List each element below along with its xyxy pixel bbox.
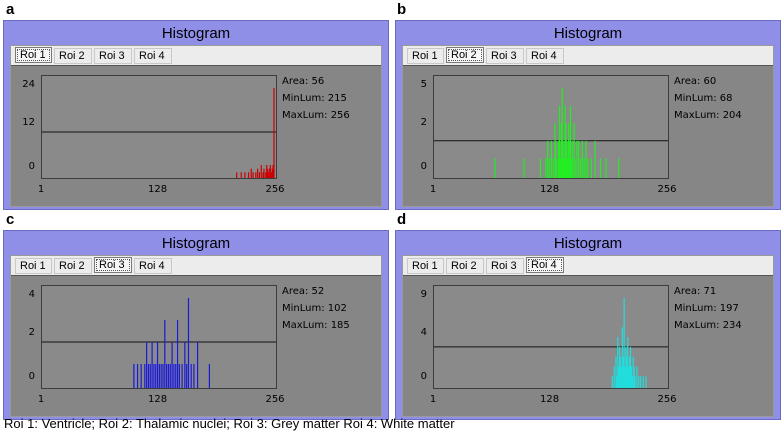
panel-letter-c: c bbox=[6, 211, 15, 228]
stat-maxlum: MaxLum: 204 bbox=[674, 110, 742, 121]
histogram-svg bbox=[434, 88, 668, 178]
histogram-plot bbox=[41, 75, 277, 179]
y-tick-label: 12 bbox=[22, 117, 35, 128]
histogram-content: 24 12 0 1 128 256 Area: 56 MinLum: 215 MaxLum: 2… bbox=[11, 65, 381, 206]
x-tick-label: 256 bbox=[265, 394, 285, 405]
tab-roi-2[interactable]: Roi 2 bbox=[54, 48, 92, 64]
histogram-content: 4 2 0 1 128 256 Area: 52 MinLum: 102 MaxLum: 185 bbox=[11, 275, 381, 416]
tab-roi-1[interactable]: Roi 1 bbox=[15, 47, 52, 63]
histogram-svg bbox=[434, 298, 668, 388]
histogram-window-d: Histogram Roi 1 Roi 2 Roi 3 Roi 4 9 4 0 1 128 25… bbox=[395, 230, 781, 420]
x-tick-label: 1 bbox=[429, 394, 437, 405]
stat-area: Area: 56 bbox=[282, 76, 325, 87]
y-tick-label: 4 bbox=[420, 327, 427, 338]
stat-area: Area: 52 bbox=[282, 286, 325, 297]
x-tick-label: 128 bbox=[147, 394, 168, 405]
stat-maxlum: MaxLum: 185 bbox=[282, 320, 350, 331]
tab-container: Roi 1 Roi 2 Roi 3 Roi 4 9 4 0 1 128 256 Area: 71 M… bbox=[402, 255, 774, 417]
y-tick-label: 0 bbox=[420, 161, 427, 172]
histogram-plot bbox=[433, 285, 669, 389]
stat-maxlum: MaxLum: 234 bbox=[674, 320, 742, 331]
histogram-plot bbox=[41, 285, 277, 389]
histogram-content: 5 2 0 1 128 256 Area: 60 MinLum: 68 MaxLum: 204 bbox=[403, 65, 773, 206]
x-tick-label: 1 bbox=[37, 394, 45, 405]
tab-roi-3[interactable]: Roi 3 bbox=[94, 48, 132, 64]
tab-roi-1[interactable]: Roi 1 bbox=[407, 48, 444, 64]
stat-minlum: MinLum: 68 bbox=[674, 93, 733, 104]
x-tick-label: 256 bbox=[657, 394, 677, 405]
tab-roi-4[interactable]: Roi 4 bbox=[134, 258, 172, 274]
stat-area: Area: 71 bbox=[674, 286, 717, 297]
y-tick-label: 4 bbox=[28, 289, 35, 300]
x-tick-label: 256 bbox=[265, 184, 285, 195]
tab-roi-2[interactable]: Roi 2 bbox=[446, 47, 484, 63]
tab-container: Roi 1 Roi 2 Roi 3 Roi 4 4 2 0 1 128 256 Area: 52 M… bbox=[10, 255, 382, 417]
tab-container: Roi 1 Roi 2 Roi 3 Roi 4 5 2 0 1 128 256 Area: 60 M… bbox=[402, 45, 774, 207]
tab-roi-1[interactable]: Roi 1 bbox=[15, 258, 52, 274]
stat-minlum: MinLum: 102 bbox=[282, 303, 347, 314]
tab-container: Roi 1 Roi 2 Roi 3 Roi 4 24 12 0 1 128 256 Area: 5… bbox=[10, 45, 382, 207]
tab-roi-3[interactable]: Roi 3 bbox=[94, 257, 132, 273]
y-tick-label: 0 bbox=[28, 161, 35, 172]
x-tick-label: 128 bbox=[147, 184, 168, 195]
tab-roi-3[interactable]: Roi 3 bbox=[486, 48, 524, 64]
histogram-window-b: Histogram Roi 1 Roi 2 Roi 3 Roi 4 5 2 0 1 128 25… bbox=[395, 20, 781, 210]
tab-roi-4[interactable]: Roi 4 bbox=[526, 48, 564, 64]
tab-roi-4[interactable]: Roi 4 bbox=[526, 257, 564, 273]
window-title: Histogram bbox=[553, 235, 623, 252]
tab-roi-2[interactable]: Roi 2 bbox=[446, 258, 484, 274]
x-tick-label: 1 bbox=[429, 184, 437, 195]
stat-minlum: MinLum: 215 bbox=[282, 93, 347, 104]
stat-minlum: MinLum: 197 bbox=[674, 303, 739, 314]
histogram-content: 9 4 0 1 128 256 Area: 71 MinLum: 197 MaxLum: 234 bbox=[403, 275, 773, 416]
histogram-window-a: Histogram Roi 1 Roi 2 Roi 3 Roi 4 24 12 0 1 128… bbox=[3, 20, 389, 210]
y-tick-label: 0 bbox=[420, 371, 427, 382]
y-tick-label: 0 bbox=[28, 371, 35, 382]
x-tick-label: 1 bbox=[37, 184, 45, 195]
window-title: Histogram bbox=[161, 235, 231, 252]
tab-roi-4[interactable]: Roi 4 bbox=[134, 48, 172, 64]
panel-letter-b: b bbox=[397, 1, 407, 18]
figure-caption: Roi 1: Ventricle; Roi 2: Thalamic nuclei… bbox=[4, 416, 455, 431]
y-tick-label: 5 bbox=[420, 79, 427, 90]
stat-maxlum: MaxLum: 256 bbox=[282, 110, 350, 121]
window-title: Histogram bbox=[161, 25, 231, 42]
tab-roi-1[interactable]: Roi 1 bbox=[407, 258, 444, 274]
tab-roi-2[interactable]: Roi 2 bbox=[54, 258, 92, 274]
y-tick-label: 2 bbox=[28, 327, 35, 338]
stat-area: Area: 60 bbox=[674, 76, 717, 87]
x-tick-label: 128 bbox=[539, 394, 560, 405]
x-tick-label: 128 bbox=[539, 184, 560, 195]
y-tick-label: 2 bbox=[420, 117, 427, 128]
y-tick-label: 24 bbox=[22, 79, 35, 90]
histogram-svg bbox=[42, 88, 276, 178]
window-title: Histogram bbox=[553, 25, 623, 42]
panel-letter-a: a bbox=[6, 1, 15, 18]
y-tick-label: 9 bbox=[420, 289, 427, 300]
histogram-plot bbox=[433, 75, 669, 179]
panel-letter-d: d bbox=[397, 211, 407, 228]
x-tick-label: 256 bbox=[657, 184, 677, 195]
tab-roi-3[interactable]: Roi 3 bbox=[486, 258, 524, 274]
histogram-window-c: Histogram Roi 1 Roi 2 Roi 3 Roi 4 4 2 0 1 128 25… bbox=[3, 230, 389, 420]
histogram-svg bbox=[42, 298, 276, 388]
